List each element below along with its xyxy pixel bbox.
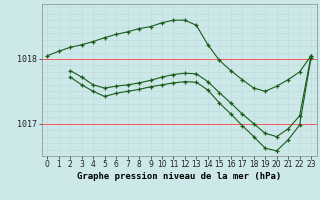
X-axis label: Graphe pression niveau de la mer (hPa): Graphe pression niveau de la mer (hPa) (77, 172, 281, 181)
